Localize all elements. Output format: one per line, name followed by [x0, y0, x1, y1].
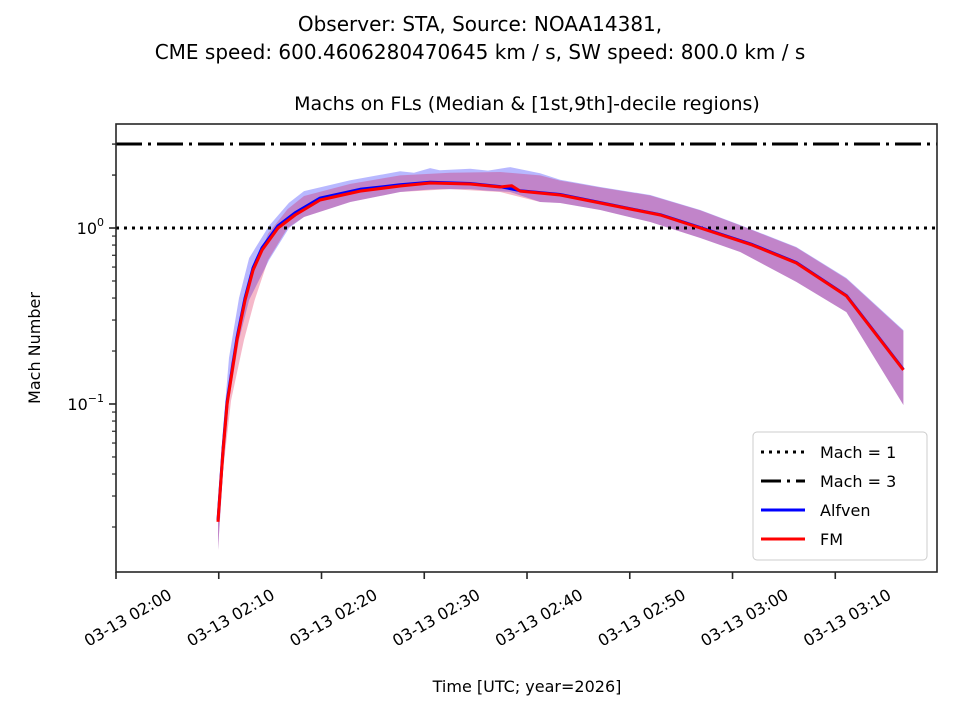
x-tick-label: 03-13 02:50 — [595, 585, 689, 650]
reference-lines — [116, 142, 937, 230]
x-tick-label: 03-13 02:10 — [184, 585, 278, 650]
plot-title: Machs on FLs (Median & [1st,9th]-decile … — [294, 93, 760, 115]
x-tick-label: 03-13 02:30 — [389, 585, 483, 650]
median-lines — [216, 180, 905, 522]
x-tick-label: 03-13 03:00 — [697, 585, 791, 650]
legend: Mach = 1 Mach = 3 Alfven FM — [752, 431, 928, 561]
y-axis-label: Mach Number — [25, 292, 44, 404]
y-tick-base: 10 — [77, 219, 97, 238]
y-tick-exponent: −1 — [88, 392, 104, 405]
legend-label: FM — [820, 530, 843, 549]
y-tick-base: 10 — [67, 395, 87, 414]
figure-suptitle-line1: Observer: STA, Source: NOAA14381, — [297, 12, 663, 36]
x-tick-label: 03-13 02:40 — [492, 585, 586, 650]
x-axis-label: Time [UTC; year=2026] — [432, 677, 622, 696]
legend-label: Mach = 1 — [820, 443, 896, 462]
x-tick-label: 03-13 02:20 — [286, 585, 380, 650]
line-fm — [216, 181, 905, 522]
y-tick-label: 10−1 — [67, 392, 104, 414]
x-tick-label: 03-13 02:00 — [81, 585, 175, 650]
legend-label: Mach = 3 — [820, 472, 896, 491]
y-tick-label: 100 — [77, 216, 104, 238]
y-tick-exponent: 0 — [97, 216, 104, 229]
x-axis-ticks: 03-13 02:00 03-13 02:10 03-13 02:20 03-13 0… — [81, 572, 894, 650]
legend-label: Alfven — [820, 501, 870, 520]
plot-frame — [115, 123, 938, 573]
legend-box — [752, 431, 928, 561]
x-tick-label: 03-13 03:10 — [800, 585, 894, 650]
figure-suptitle-line2: CME speed: 600.4606280470645 km / s, SW … — [154, 40, 806, 64]
